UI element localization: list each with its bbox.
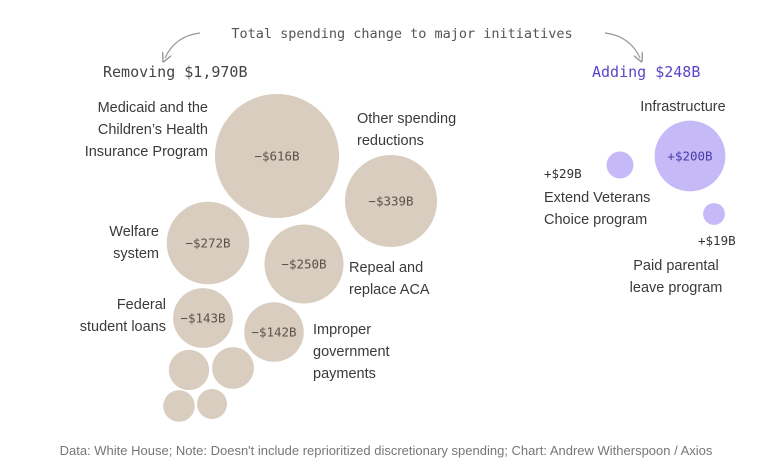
removing-category-label-1-line-2: Children’s Health — [98, 122, 208, 138]
removing-value-label-2: −$339B — [368, 194, 413, 209]
adding-category-label-2-line-1: Extend Veterans — [544, 190, 650, 206]
adding-category-label-1-line-1: Infrastructure — [640, 99, 725, 115]
removing-category-label-5-line-1: Federal — [117, 297, 166, 313]
removing-value-label-4: −$250B — [281, 257, 326, 272]
adding-bubble-2 — [606, 151, 634, 179]
labels-layer: −$616B Medicaid and the Children’s Health I… — [80, 99, 736, 382]
adding-bubble-3 — [703, 203, 725, 225]
source-note: Data: White House; Note: Doesn't include… — [60, 443, 713, 458]
adding-category-label-2-line-2: Choice program — [544, 212, 647, 228]
title-arrow-right — [604, 32, 640, 58]
removing-value-label-5: −$143B — [180, 311, 225, 326]
removing-bubble-5 — [173, 288, 233, 348]
removing-value-label-6: −$142B — [251, 325, 296, 340]
removing-bubble-2 — [344, 154, 438, 248]
adding-value-label-2: +$29B — [544, 166, 582, 181]
adding-bubble-1 — [654, 120, 726, 192]
adding-category-label-3-line-2: leave program — [630, 280, 723, 296]
chart-title: Total spending change to major initiativ… — [231, 26, 572, 42]
removing-category-label-1-line-1: Medicaid and the — [98, 100, 208, 116]
removing-bubble-8 — [168, 349, 210, 391]
removing-category-label-6-line-2: government — [313, 344, 390, 360]
removing-bubble-3 — [166, 201, 250, 285]
adding-value-label-1: +$200B — [667, 149, 712, 164]
adding-value-label-3: +$19B — [698, 233, 736, 248]
removing-category-label-2-line-2: reductions — [357, 133, 424, 149]
removing-category-label-5-line-2: student loans — [80, 319, 166, 335]
removing-bubble-4 — [264, 224, 344, 304]
removing-category-label-6-line-1: Improper — [313, 322, 371, 338]
removing-bubble-9 — [163, 390, 195, 422]
removing-heading: Removing $1,970B — [103, 63, 248, 81]
removing-bubble-6 — [244, 302, 304, 362]
removing-value-label-1: −$616B — [254, 149, 299, 164]
adding-category-label-3-line-1: Paid parental — [633, 258, 718, 274]
bubbles-layer — [163, 93, 726, 422]
removing-category-label-2-line-1: Other spending — [357, 111, 456, 127]
removing-category-label-4-line-2: replace ACA — [349, 282, 430, 298]
title-arrow-left — [165, 32, 201, 58]
removing-bubble-1 — [214, 93, 340, 219]
removing-category-label-3-line-1: Welfare — [109, 224, 159, 240]
removing-category-label-4-line-1: Repeal and — [349, 260, 423, 276]
removing-category-label-1-line-3: Insurance Program — [85, 144, 208, 160]
removing-category-label-3-line-2: system — [113, 246, 159, 262]
removing-value-label-3: −$272B — [185, 236, 230, 251]
removing-bubble-10 — [197, 389, 227, 419]
removing-category-label-6-line-3: payments — [313, 366, 376, 382]
adding-heading: Adding $248B — [592, 63, 700, 81]
removing-bubble-7 — [212, 347, 254, 389]
